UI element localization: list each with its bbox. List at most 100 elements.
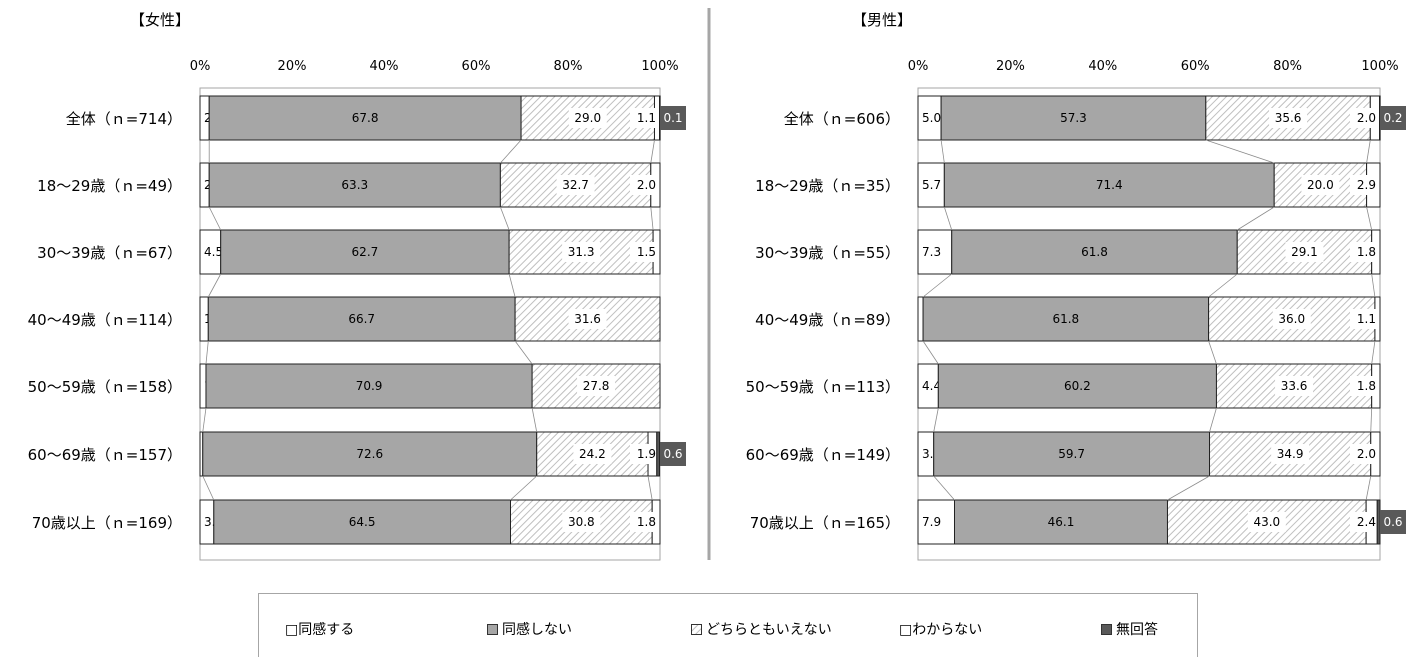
female-label-bg-neutral [568,309,607,329]
male-value-label: 36.0 [1278,312,1305,326]
female-connector-line [202,407,207,433]
female-label-bg-neutral [562,242,601,262]
female-value-label: 62.7 [352,245,379,259]
male-bar-disagree [933,431,1211,477]
legend-label-unknown: □わからない [899,622,983,638]
female-bar-disagree [213,499,512,545]
male-value-label: 0.2 [1383,111,1402,125]
male-label-bg-neutral [1271,444,1310,464]
male-bar-agree [917,162,945,208]
male-value-label: 59.7 [1058,447,1085,461]
male-label-bg-no-answer [1380,510,1406,534]
male-connector-line [1208,273,1238,298]
female-value-label: 31.3 [568,245,595,259]
male-x-tick: 0% [908,59,929,74]
legend-item-no-answer: 無回答 [1101,619,1158,639]
female-value-label: 30.8 [568,515,595,529]
male-connector-line [1366,139,1371,164]
female-connector-line [514,340,533,365]
male-category-label: 40～49歳（ｎ=89） [755,311,900,329]
female-connector-line [202,475,215,501]
female-label-bg-unknown [630,108,656,128]
male-value-label: 20.0 [1307,178,1334,192]
male-category-label: 60～69歳（ｎ=149） [746,446,900,464]
male-label-bg-no-answer [1380,106,1406,130]
male-connector-line [943,206,953,231]
female-x-tick: 60% [462,59,491,74]
female-connector-line [650,206,654,231]
male-connector-line [933,407,939,433]
female-label-bg-no-answer [660,442,686,466]
male-x-tick: 80% [1273,59,1302,74]
female-value-label: 4.5 [204,245,223,259]
male-category-label: 30～39歳（ｎ=55） [755,244,900,262]
chart-area: 0% 20% 40% 60% 80% 100% 全体（ｎ=714） 2.0 67.8 29.0 1.… [28,8,1406,561]
legend-item-agree: □同感する [285,619,354,639]
male-value-label: 61.8 [1052,312,1079,326]
male-connector-line [933,475,955,501]
male-value-label: 61.8 [1081,245,1108,259]
male-connector-line [1370,407,1373,433]
female-connector-line [205,340,209,365]
male-connector-line [1205,139,1275,164]
female-value-label: 1.8 [637,515,656,529]
male-label-bg-neutral [1272,309,1311,329]
female-value-label: 1.9 [637,447,656,461]
male-category-label: 全体（ｎ=606） [784,110,900,128]
male-bar-agree [917,229,953,275]
male-bar-no-answer [1376,499,1381,545]
female-x-tick: 0% [190,59,211,74]
female-value-label: 0.6 [663,447,682,461]
female-category-label: 70歳以上（ｎ=169） [32,514,182,532]
female-value-label: 2.0 [637,178,656,192]
chart-title-female: 【女性】 [130,11,191,29]
female-label-bg-no-answer [660,106,686,130]
male-connector-line [1209,407,1217,433]
female-label-bg-unknown [630,175,656,195]
female-value-label: 29.0 [574,111,601,125]
male-label-bg-unknown [1350,309,1376,329]
male-connector-line [1208,340,1217,365]
female-connector-line [647,475,653,501]
male-value-label: 46.1 [1048,515,1075,529]
male-category-label: 50～59歳（ｎ=113） [746,378,900,396]
male-value-label: 60.2 [1064,379,1091,393]
female-category-label: 60～69歳（ｎ=157） [28,446,182,464]
female-bar-disagree [202,431,538,477]
female-value-label: 0.1 [663,111,682,125]
male-value-label: 0.6 [1383,515,1402,529]
male-x-tick: 40% [1088,59,1117,74]
male-category-label: 18～29歳（ｎ=35） [755,177,900,195]
female-connector-line [208,206,222,231]
female-x-tick: 80% [554,59,583,74]
female-category-label: 50～59歳（ｎ=158） [28,378,182,396]
female-connector-line [207,273,222,298]
female-value-label: 1.5 [637,245,656,259]
male-panel: 0% 20% 40% 60% 80% 100% 全体（ｎ=606） 5.0 57.3 35.6 2.… [746,59,1406,561]
male-label-bg-unknown [1350,242,1376,262]
male-connector-line [1366,206,1373,231]
male-label-bg-neutral [1275,376,1314,396]
male-connector-line [1371,340,1376,365]
female-x-tick: 20% [278,59,307,74]
female-value-label: 66.7 [348,312,375,326]
male-value-label: 1.8 [1357,245,1376,259]
male-value-label: 29.1 [1291,245,1318,259]
female-label-bg-unknown [630,512,656,532]
female-x-tick: 100% [641,59,678,74]
male-label-bg-neutral [1247,512,1286,532]
male-label-bg-neutral [1301,175,1340,195]
female-value-label: 24.2 [579,447,606,461]
legend-swatch-no-answer [1101,623,1112,635]
male-label-bg-neutral [1285,242,1324,262]
female-connector-line [650,139,655,164]
male-value-label: 35.6 [1275,111,1302,125]
female-label-bg-neutral [556,175,595,195]
male-connector-line [1371,273,1376,298]
male-label-bg-neutral [1269,108,1308,128]
male-value-label: 1.8 [1357,379,1376,393]
male-label-bg-unknown [1350,512,1376,532]
female-connector-line [508,273,516,298]
female-label-bg-neutral [573,444,612,464]
male-value-label: 71.4 [1096,178,1123,192]
